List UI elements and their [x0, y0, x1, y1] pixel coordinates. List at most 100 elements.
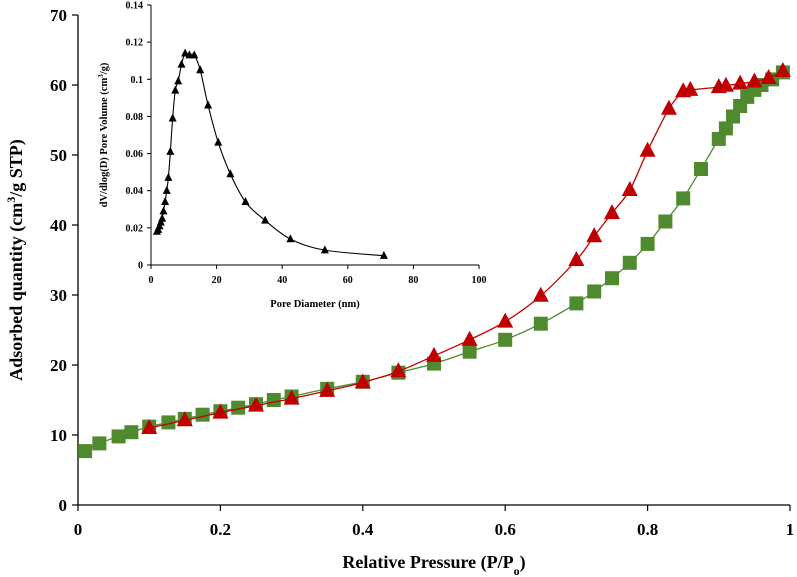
- inset-axes: [150, 5, 479, 266]
- data-point: [166, 146, 175, 155]
- inset-y-tick-label: 0: [138, 261, 143, 272]
- main-y-tick-label: 30: [50, 286, 67, 305]
- data-point: [214, 137, 223, 146]
- data-point: [78, 444, 93, 459]
- inset-x-tick-label: 40: [277, 275, 287, 286]
- data-point: [569, 296, 584, 311]
- series-line: [149, 70, 784, 429]
- series-line: [84, 71, 784, 452]
- inset-x-tick-label: 60: [343, 275, 353, 286]
- main-x-tick-label: 1: [786, 520, 795, 539]
- data-point: [159, 206, 168, 215]
- main-y-tick-label: 40: [50, 216, 67, 235]
- data-point: [92, 436, 107, 451]
- main-x-tick-label: 0.4: [352, 520, 374, 539]
- data-point: [124, 425, 139, 440]
- series-line: [156, 52, 384, 257]
- data-point: [461, 330, 478, 346]
- data-point: [176, 411, 193, 427]
- data-point: [532, 286, 549, 302]
- inset-y-axis-title: dV/dlog(D) Pore Volume (cm3/g): [97, 62, 110, 207]
- series-desorption: [141, 62, 791, 434]
- data-point: [286, 234, 295, 243]
- inset-x-ticks: 0 20 40 60 80 100: [149, 265, 487, 286]
- main-y-tick-label: 0: [59, 496, 68, 515]
- inset-y-tick-label: 0.02: [126, 223, 144, 234]
- data-point: [621, 181, 638, 196]
- data-point: [164, 172, 173, 181]
- inset-y-tick-label: 0.12: [126, 38, 144, 49]
- main-y-tick-label: 60: [50, 76, 67, 95]
- data-point: [568, 251, 585, 266]
- inset-x-tick-label: 100: [472, 275, 487, 286]
- data-point: [161, 415, 176, 430]
- main-y-tick-label: 20: [50, 356, 67, 375]
- data-point: [774, 62, 791, 77]
- inset-y-tick-label: 0.14: [126, 1, 144, 12]
- data-point: [760, 69, 777, 84]
- data-point: [174, 76, 183, 85]
- data-point: [498, 332, 513, 347]
- series-pore-size-distribution: [152, 48, 388, 259]
- data-point: [660, 99, 677, 115]
- data-point: [605, 271, 619, 286]
- data-point: [718, 121, 733, 136]
- inset-x-tick-label: 20: [212, 275, 222, 286]
- main-x-tick-label: 0.6: [495, 520, 516, 539]
- data-point: [168, 113, 177, 122]
- main-x-tick-label: 0.2: [210, 520, 231, 539]
- data-point: [676, 191, 691, 206]
- inset-y-tick-label: 0.06: [126, 149, 144, 160]
- data-point: [426, 346, 442, 362]
- data-point: [717, 76, 734, 92]
- data-point: [658, 214, 673, 229]
- data-point: [640, 236, 655, 251]
- main-y-axis-title: Adsorbed quantity (cm3/g STP): [4, 139, 27, 381]
- main-x-tick-label: 0.8: [637, 520, 658, 539]
- data-point: [622, 255, 637, 270]
- inset-series: [152, 48, 388, 259]
- data-point: [204, 100, 213, 109]
- data-point: [177, 59, 186, 68]
- data-point: [162, 185, 171, 194]
- data-point: [231, 400, 246, 415]
- main-axes: [77, 15, 790, 506]
- data-point: [732, 74, 749, 90]
- inset-y-tick-label: 0.08: [126, 112, 144, 123]
- data-point: [390, 362, 407, 378]
- data-point: [190, 50, 199, 59]
- data-point: [694, 162, 708, 176]
- inset-x-tick-label: 0: [149, 275, 154, 286]
- inset-y-tick-label: 0.04: [126, 186, 144, 197]
- data-point: [533, 316, 548, 331]
- inset-y-ticks: 0 0.02 0.04 0.06 0.08 0.1 0.12 0.14: [126, 1, 151, 272]
- main-x-tick-label: 0: [74, 520, 83, 539]
- data-point: [226, 169, 235, 178]
- data-point: [161, 197, 170, 206]
- data-point: [248, 396, 264, 412]
- data-point: [212, 403, 229, 419]
- data-point: [141, 419, 158, 434]
- data-point: [158, 213, 167, 222]
- data-point: [639, 141, 656, 157]
- main-y-tick-label: 10: [50, 426, 67, 445]
- series-adsorption: [78, 65, 790, 459]
- inset-x-axis-title: Pore Diameter (nm): [270, 299, 360, 310]
- data-point: [111, 429, 126, 444]
- data-point: [171, 85, 180, 94]
- main-x-ticks: 0 0.2 0.4 0.6 0.8 1: [74, 505, 795, 539]
- inset-y-tick-label: 0.1: [131, 75, 144, 86]
- data-point: [319, 381, 336, 397]
- main-y-tick-label: 50: [50, 146, 67, 165]
- data-point: [195, 407, 210, 422]
- data-point: [379, 250, 388, 259]
- data-point: [354, 373, 371, 389]
- data-point: [462, 344, 477, 359]
- data-point: [682, 80, 699, 96]
- data-point: [283, 389, 300, 405]
- data-point: [241, 197, 250, 206]
- main-y-tick-label: 70: [50, 6, 67, 25]
- data-point: [181, 48, 190, 57]
- main-y-ticks: 0 10 20 30 40 50 60 70: [50, 6, 78, 515]
